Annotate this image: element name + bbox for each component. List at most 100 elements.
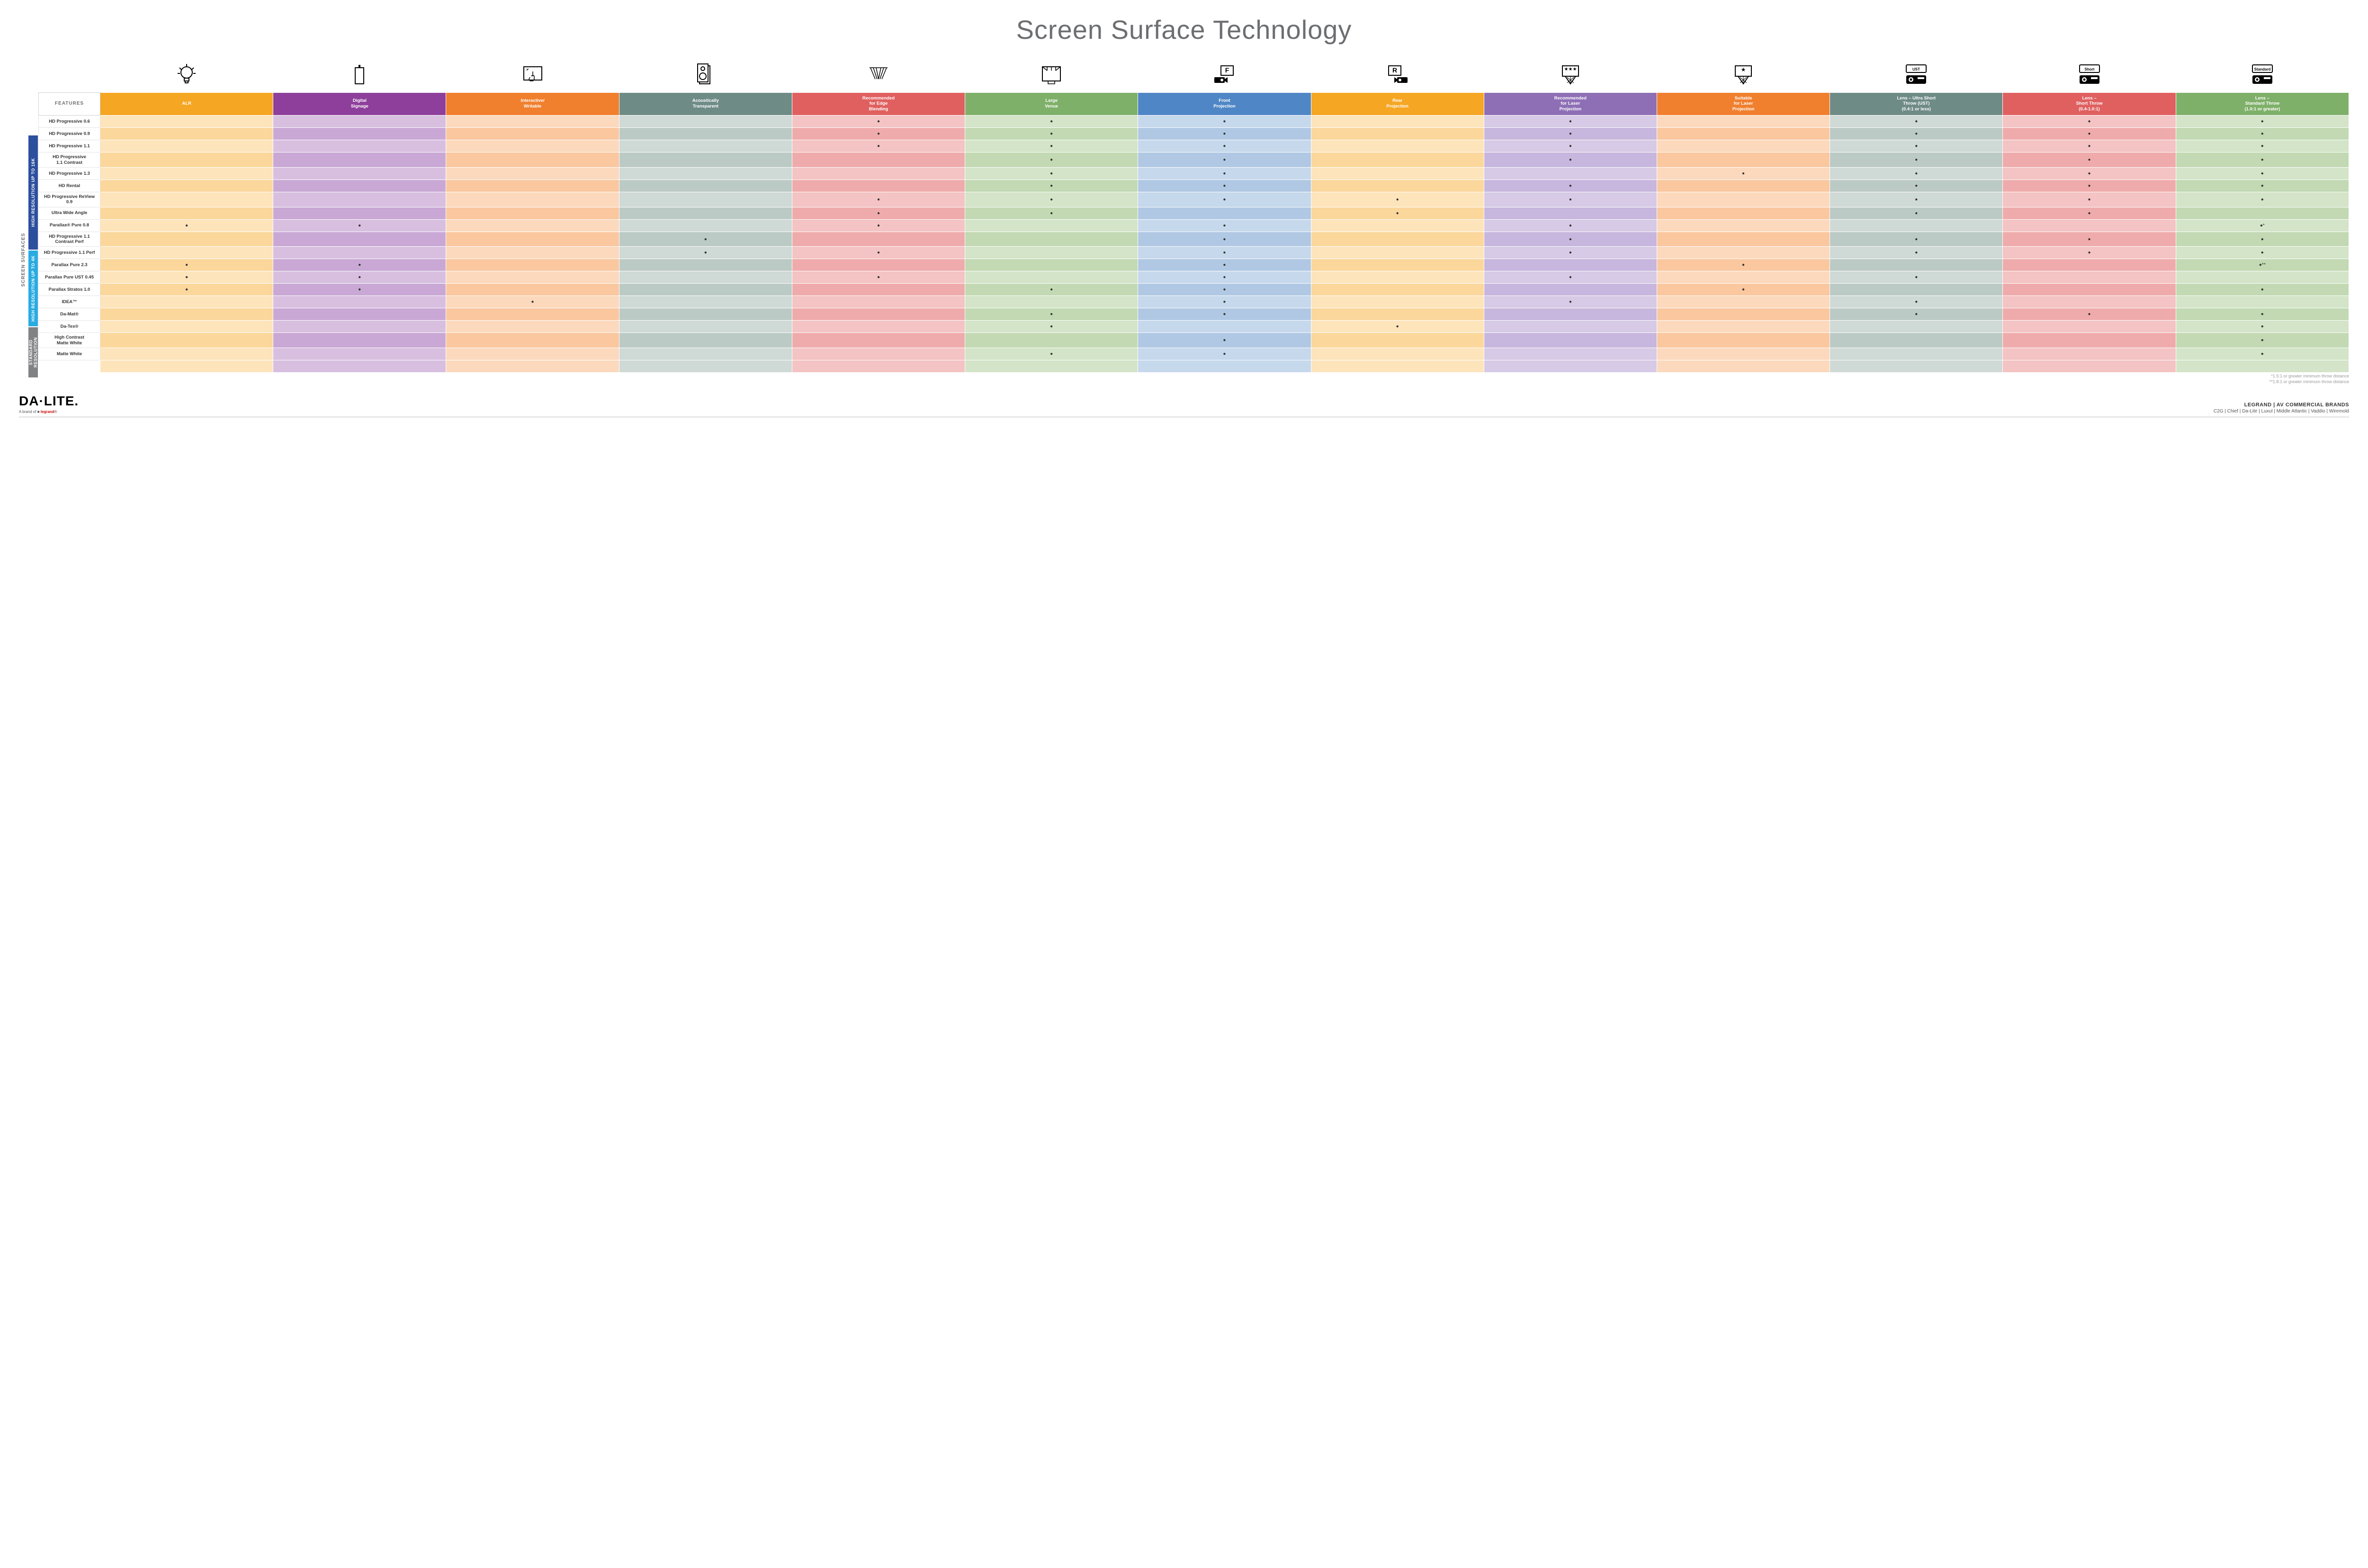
svg-text:Short: Short bbox=[2084, 67, 2094, 72]
cell-reclsr bbox=[1484, 308, 1657, 321]
cell-std: ●** bbox=[2176, 259, 2349, 271]
cell-suitlsr: ● bbox=[1657, 284, 1830, 296]
cell-ust bbox=[1830, 219, 2003, 232]
svg-text:UST: UST bbox=[1912, 67, 1920, 72]
cell-edge bbox=[792, 296, 965, 308]
table-row: Da-Tex®●●● bbox=[39, 321, 2349, 333]
row-label: Ultra Wide Angle bbox=[39, 207, 100, 219]
cell-edge: ● bbox=[792, 271, 965, 284]
row-label: HD Progressive 0.9 bbox=[39, 128, 100, 140]
cell-suitlsr bbox=[1657, 296, 1830, 308]
col-icon-edge bbox=[792, 59, 965, 92]
cell-edge: ● bbox=[792, 116, 965, 128]
col-header-acous: AcousticallyTransparent bbox=[619, 92, 792, 116]
cell-std: ● bbox=[2176, 192, 2349, 207]
table-row: Da-Mat®●●●●● bbox=[39, 308, 2349, 321]
cell-ust: ● bbox=[1830, 247, 2003, 259]
cell-sign bbox=[273, 308, 446, 321]
cell-suitlsr bbox=[1657, 348, 1830, 360]
cell-acous bbox=[619, 271, 792, 284]
cell-suitlsr bbox=[1657, 179, 1830, 192]
page-title: Screen Surface Technology bbox=[19, 14, 2349, 45]
table-row: Ultra Wide Angle●●●●● bbox=[39, 207, 2349, 219]
col-header-std: Lens –Standard Throw(1.0:1 or greater) bbox=[2176, 92, 2349, 116]
cell-std: ● bbox=[2176, 284, 2349, 296]
cell-venue bbox=[965, 247, 1138, 259]
cell-acous bbox=[619, 192, 792, 207]
table-row: HD Progressive 0.9●●●●●●● bbox=[39, 128, 2349, 140]
cell-alr bbox=[100, 128, 273, 140]
cell-std bbox=[2176, 207, 2349, 219]
cell-std: ● bbox=[2176, 333, 2349, 348]
table-row: IDEA™●●●● bbox=[39, 296, 2349, 308]
cell-acous bbox=[619, 128, 792, 140]
cell-sign bbox=[273, 321, 446, 333]
cell-acous bbox=[619, 308, 792, 321]
cell-edge bbox=[792, 152, 965, 168]
cell-inter bbox=[446, 179, 619, 192]
cell-ust: ● bbox=[1830, 308, 2003, 321]
row-label: HD Progressive 1.1Contrast Perf bbox=[39, 232, 100, 247]
cell-venue: ● bbox=[965, 284, 1138, 296]
cell-rear: ● bbox=[1311, 192, 1484, 207]
cell-acous: ● bbox=[619, 247, 792, 259]
cell-edge bbox=[792, 259, 965, 271]
cell-rear: ● bbox=[1311, 321, 1484, 333]
cell-ust: ● bbox=[1830, 192, 2003, 207]
cell-std: ● bbox=[2176, 140, 2349, 152]
cell-venue: ● bbox=[965, 128, 1138, 140]
row-label: HD Progressive ReView 0.9 bbox=[39, 192, 100, 207]
cell-rear bbox=[1311, 333, 1484, 348]
cell-alr bbox=[100, 167, 273, 179]
footnote-1: *1.5:1 or greater minimum throw distance bbox=[38, 374, 2349, 379]
cell-ust: ● bbox=[1830, 128, 2003, 140]
cell-front: ● bbox=[1138, 179, 1311, 192]
cell-std bbox=[2176, 271, 2349, 284]
row-label: Parallax Stratos 1.0 bbox=[39, 284, 100, 296]
cell-rear bbox=[1311, 247, 1484, 259]
footer-logo-block: DA·LITE. A brand of ■ legrand® bbox=[19, 394, 79, 414]
cell-sign: ● bbox=[273, 284, 446, 296]
cell-inter bbox=[446, 321, 619, 333]
table-row: HD Progressive 1.1●●●●●●● bbox=[39, 140, 2349, 152]
table-row: HD Progressive1.1 Contrast●●●●●● bbox=[39, 152, 2349, 168]
cell-reclsr bbox=[1484, 207, 1657, 219]
cell-ust: ● bbox=[1830, 232, 2003, 247]
cell-std: ● bbox=[2176, 167, 2349, 179]
row-label: HD Progressive 1.1 Perf bbox=[39, 247, 100, 259]
cell-acous bbox=[619, 152, 792, 168]
cell-rear bbox=[1311, 128, 1484, 140]
cell-front: ● bbox=[1138, 308, 1311, 321]
cell-short: ● bbox=[2003, 232, 2176, 247]
table-row: Matte White●●● bbox=[39, 348, 2349, 360]
cell-reclsr: ● bbox=[1484, 232, 1657, 247]
table-row: Parallax Pure UST 0.45●●●●●● bbox=[39, 271, 2349, 284]
cell-inter: ● bbox=[446, 296, 619, 308]
cell-short: ● bbox=[2003, 247, 2176, 259]
table-row: HD Progressive 1.1Contrast Perf●●●●●● bbox=[39, 232, 2349, 247]
cell-acous: ● bbox=[619, 232, 792, 247]
group-label: HIGH RESOLUTION UP TO 16K bbox=[28, 135, 38, 250]
cell-front bbox=[1138, 321, 1311, 333]
cell-front: ● bbox=[1138, 247, 1311, 259]
cell-reclsr bbox=[1484, 259, 1657, 271]
cell-short bbox=[2003, 271, 2176, 284]
row-label: High ContrastMatte White bbox=[39, 333, 100, 348]
cell-venue bbox=[965, 333, 1138, 348]
cell-edge: ● bbox=[792, 128, 965, 140]
cell-alr: ● bbox=[100, 271, 273, 284]
cell-suitlsr bbox=[1657, 271, 1830, 284]
cell-short bbox=[2003, 348, 2176, 360]
cell-sign: ● bbox=[273, 271, 446, 284]
cell-rear bbox=[1311, 179, 1484, 192]
cell-alr bbox=[100, 321, 273, 333]
col-icon-std: Standard bbox=[2176, 59, 2349, 92]
cell-ust: ● bbox=[1830, 207, 2003, 219]
row-label: Parallax Pure 2.3 bbox=[39, 259, 100, 271]
row-label: HD Progressive1.1 Contrast bbox=[39, 152, 100, 168]
col-header-rear: RearProjection bbox=[1311, 92, 1484, 116]
cell-venue: ● bbox=[965, 192, 1138, 207]
cell-short: ● bbox=[2003, 140, 2176, 152]
cell-alr bbox=[100, 296, 273, 308]
row-label: Da-Mat® bbox=[39, 308, 100, 321]
